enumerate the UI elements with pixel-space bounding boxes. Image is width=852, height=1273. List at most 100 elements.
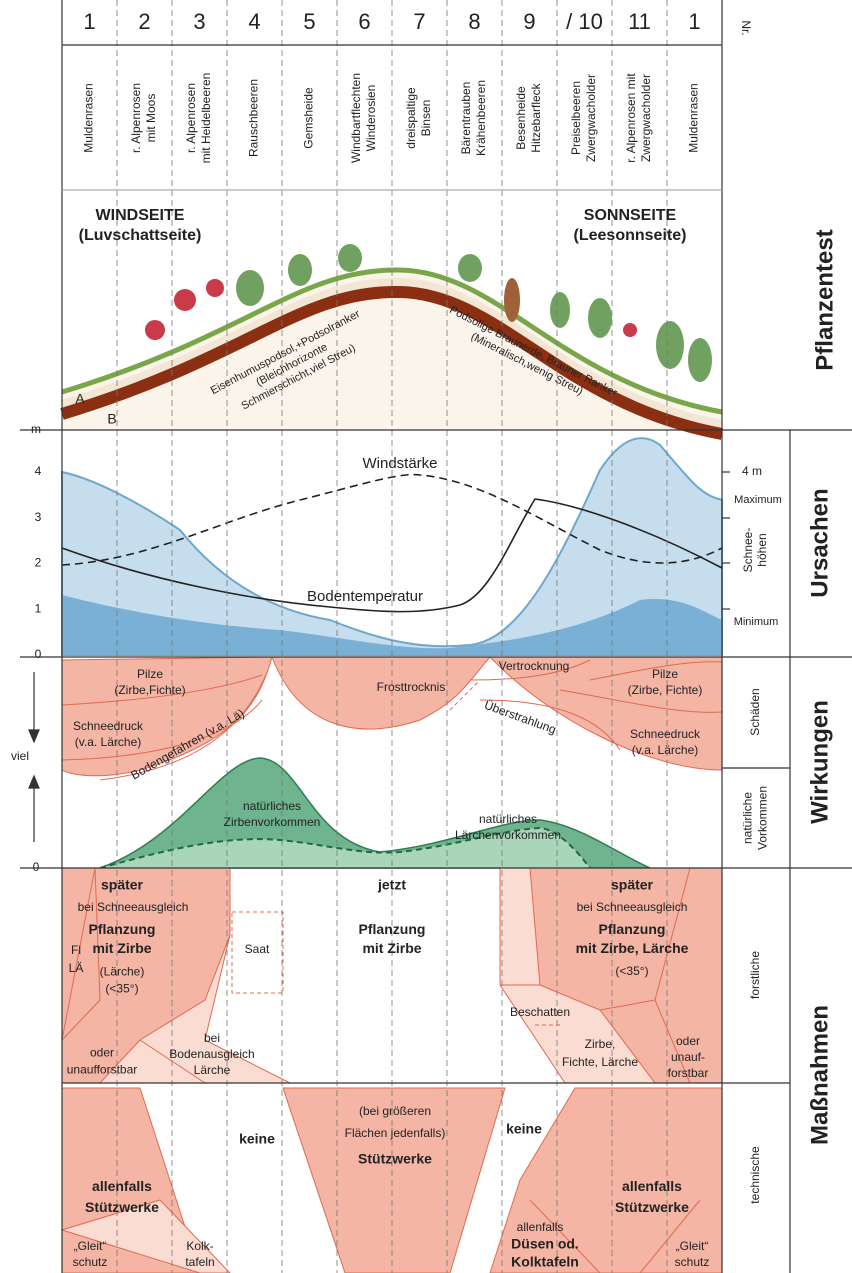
damage-label: Vertrocknung	[499, 659, 570, 673]
measure-label: Bodenausgleich	[169, 1047, 254, 1061]
measure-label: forstbar	[668, 1066, 709, 1080]
measure-label: Pflanzung	[89, 921, 156, 937]
sub-label: natürliche	[741, 792, 755, 844]
measure-label: Pflanzung	[359, 921, 426, 937]
plant-community: r. Alpenrosen	[184, 83, 198, 153]
measure-label: bei Schneeausgleich	[577, 900, 688, 914]
damage-label: (v.a. Lärche)	[632, 743, 698, 757]
measure-label: Saat	[245, 942, 270, 956]
measure-label: unaufforstbar	[67, 1063, 138, 1077]
damage-label: Pilze	[137, 667, 163, 681]
page-body: {"header":{"numbers":["1","2","3","4","5…	[0, 0, 852, 1273]
horizon-label: A	[75, 391, 85, 407]
column-number: / 10	[566, 9, 603, 34]
measure-label: (Lärche)	[100, 965, 145, 979]
snow-label: 4 m	[742, 464, 762, 478]
measure-label: Flächen jedenfalls)	[345, 1126, 446, 1140]
measure-label: Stützwerke	[358, 1151, 432, 1167]
measure-label: tafeln	[185, 1255, 214, 1269]
plant	[656, 321, 684, 369]
plant-community: Binsen	[419, 100, 433, 137]
page: Pflanzentest body { margin: 0; backgroun…	[0, 0, 852, 1273]
damage-label: Schneedruck	[630, 727, 701, 741]
plant	[550, 292, 570, 328]
plant-community: Bärentrauben	[459, 82, 473, 155]
column-number: 1	[688, 9, 700, 34]
column-number: 11	[628, 9, 651, 34]
measure-label: Pflanzung	[599, 921, 666, 937]
column-number: 9	[523, 9, 535, 34]
measure-label: Lärche	[194, 1063, 231, 1077]
column-number: 5	[303, 9, 315, 34]
column-number: 2	[138, 9, 150, 34]
measure-label: Düsen od.	[511, 1236, 579, 1252]
plant	[458, 254, 482, 282]
plant-community: Hitzebarfleck	[529, 82, 543, 152]
plant-community: Muldenrasen	[687, 83, 701, 152]
plant	[688, 338, 712, 382]
plant-community: Rauschbeeren	[247, 79, 261, 157]
occurrence-label: natürliches	[243, 799, 301, 813]
measure-label: jetzt	[377, 877, 406, 893]
measure-label: Kolk-	[186, 1239, 213, 1253]
measure-label: (<35°)	[105, 982, 138, 996]
measure-label: LÄ	[69, 961, 84, 975]
plant-community: Winderosien	[364, 85, 378, 152]
plant-community: Muldenrasen	[82, 83, 96, 152]
measure-label: schutz	[675, 1255, 710, 1269]
plant	[174, 289, 196, 311]
measure-label: allenfalls	[622, 1178, 682, 1194]
plant-community: Preiselbeeren	[569, 81, 583, 155]
plant-community: r. Alpenrosen mit	[624, 73, 638, 163]
snow-label: Maximum	[734, 494, 782, 506]
measure-label: mit Zirbe, Lärche	[576, 940, 689, 956]
arrow-head	[29, 730, 39, 742]
damage-label: Frosttrocknis	[377, 680, 446, 694]
plant-community: Zwergwacholder	[639, 74, 653, 162]
measure-label: Fichte, Lärche	[562, 1055, 638, 1069]
nr-label: Nr.	[739, 20, 753, 35]
measure-label: später	[611, 877, 654, 893]
side-title: (Leesonnseite)	[574, 227, 687, 244]
plant	[288, 254, 312, 286]
occurrence-label: Lärchenvorkommen	[455, 828, 561, 842]
damage-label: Pilze	[652, 667, 678, 681]
column-number: 4	[248, 9, 260, 34]
measure-label: Beschatten	[510, 1005, 570, 1019]
side-title: WINDSEITE	[96, 207, 185, 224]
measure-label: Kolktafeln	[511, 1254, 579, 1270]
plant-community: mit Moos	[144, 94, 158, 143]
measure-label: schutz	[73, 1255, 108, 1269]
curve-label: Windstärke	[362, 455, 437, 472]
measure-label: Stützwerke	[85, 1199, 159, 1215]
axis-label: 2	[35, 556, 42, 570]
column-number: 1	[83, 9, 95, 34]
occurrence-label: natürliches	[479, 812, 537, 826]
measure-label: oder	[90, 1046, 114, 1060]
plant	[236, 270, 264, 306]
measure-label: (<35°)	[615, 964, 648, 978]
side-title: (Luvschattseite)	[79, 227, 202, 244]
damage-label: (Zirbe,Fichte)	[114, 683, 185, 697]
snow-label: Minimum	[734, 616, 779, 628]
snow-label: Schnee-	[741, 528, 755, 573]
measure-label: bei Schneeausgleich	[78, 900, 189, 914]
measure-label: „Gleit“	[676, 1239, 709, 1253]
section-title: Maßnahmen	[806, 1005, 833, 1145]
horizon-label: B	[107, 411, 116, 427]
occurrence-label: Zirbenvorkommen	[224, 815, 321, 829]
plant	[206, 279, 224, 297]
snow-label: höhen	[755, 533, 769, 566]
plant	[623, 323, 637, 337]
plant-community: Windbartflechten	[349, 73, 363, 163]
section-title: Wirkungen	[806, 700, 833, 824]
measure-label: keine	[239, 1131, 275, 1147]
side-title: SONNSEITE	[584, 207, 677, 224]
plant	[145, 320, 165, 340]
measure-label: keine	[506, 1121, 542, 1137]
plant-community: dreispaltige	[404, 87, 418, 149]
measure-label: mit Zirbe	[92, 940, 151, 956]
measure-label: „Gleit“	[74, 1239, 107, 1253]
column-number: 7	[413, 9, 425, 34]
plant-community: Besenheide	[514, 86, 528, 150]
